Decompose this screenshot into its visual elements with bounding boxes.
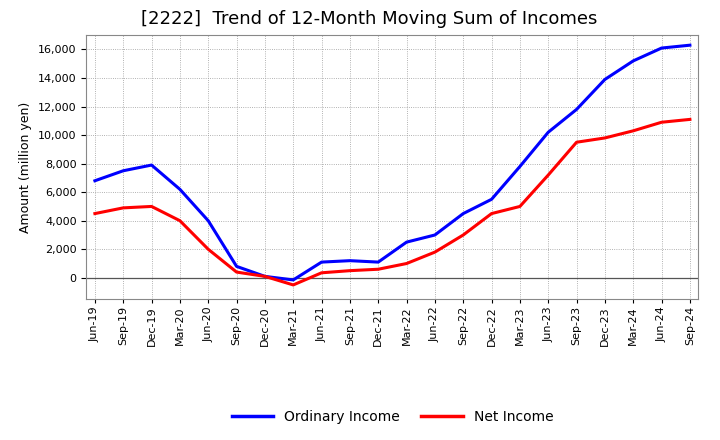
Legend: Ordinary Income, Net Income: Ordinary Income, Net Income (226, 404, 559, 429)
Text: [2222]  Trend of 12-Month Moving Sum of Incomes: [2222] Trend of 12-Month Moving Sum of I… (141, 10, 598, 28)
Y-axis label: Amount (million yen): Amount (million yen) (19, 102, 32, 233)
